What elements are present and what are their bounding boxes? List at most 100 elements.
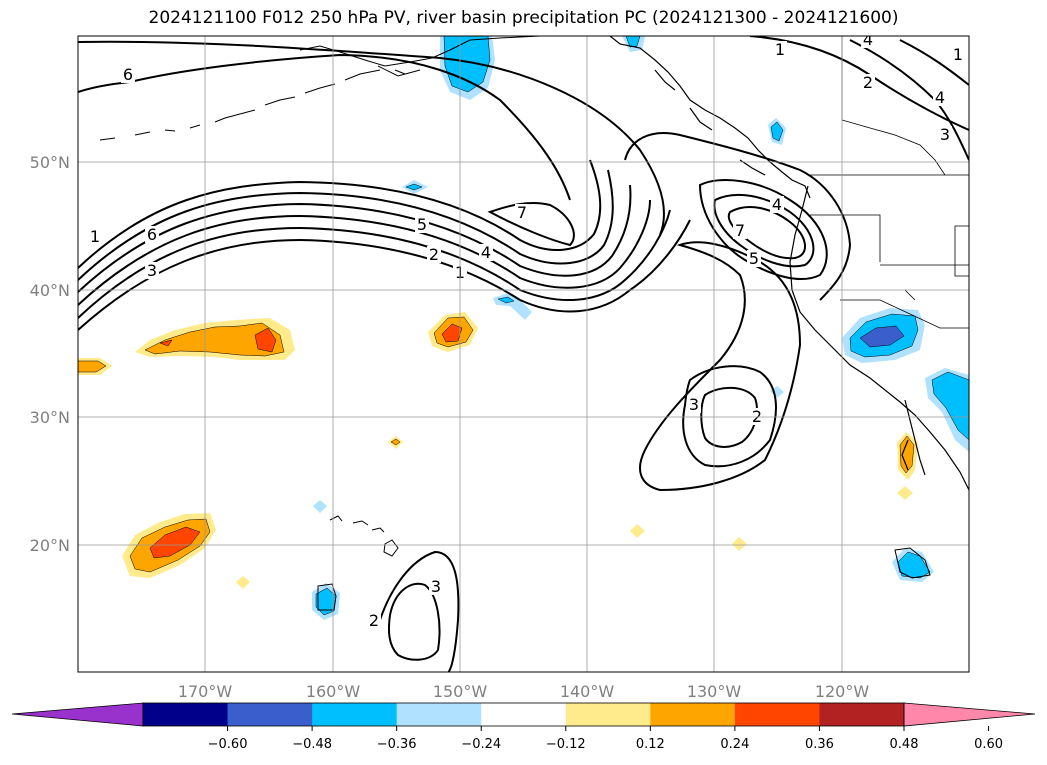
colorbar-tick-label: −0.48	[292, 737, 332, 752]
precip-negative-region	[931, 371, 969, 441]
colorbar-segment	[312, 703, 398, 726]
contour-label: 1	[953, 45, 963, 64]
pv-contour-line	[78, 159, 602, 269]
pv-contour-line	[639, 241, 802, 492]
lon-label: 160°W	[306, 682, 361, 701]
precip-positive-region	[630, 524, 645, 538]
contour-label-background	[121, 66, 135, 83]
coastline-west-coast	[789, 185, 969, 491]
precip-positive-region	[144, 322, 285, 357]
contour-label-background	[750, 408, 764, 425]
contour-label: 4	[935, 88, 945, 107]
contour-label-background	[415, 216, 429, 233]
precip-negative-region	[315, 587, 337, 616]
contour-label: 6	[147, 225, 157, 244]
lon-label: 120°W	[815, 682, 870, 701]
gridlines	[78, 36, 969, 672]
colorbar-tick-label: 0.60	[974, 737, 1003, 752]
precip-negative-region	[859, 325, 905, 348]
colorbar-tick-label: 0.36	[805, 737, 834, 752]
precip-negative-region	[897, 551, 931, 579]
precip-positive-region	[390, 438, 401, 446]
pv-contour-line	[682, 365, 777, 468]
contour-label-background	[733, 222, 747, 239]
colorbar-segment	[819, 703, 905, 726]
contour-label: 7	[517, 203, 527, 222]
contour-label-background	[145, 262, 159, 279]
precipitation-shading	[78, 36, 969, 620]
colorbar-tick-label: 0.48	[890, 737, 919, 752]
contour-label: 7	[735, 221, 745, 240]
country-borders	[808, 36, 969, 329]
contour-label-background	[145, 226, 159, 243]
contour-label: 1	[775, 40, 785, 59]
colorbar-tick-label: 0.12	[636, 737, 665, 752]
contour-label: 2	[369, 611, 379, 630]
pv-contour-line	[78, 209, 671, 319]
pv-contour-line	[78, 184, 632, 293]
precip-negative-region	[313, 500, 327, 513]
colorbar: −0.60 −0.48 −0.36 −0.24 −0.12 0.12 0.24 0.36 0.4…	[11, 702, 1036, 752]
contour-label-background	[367, 612, 381, 629]
precip-negative-region	[405, 183, 423, 191]
contour-label: 1	[90, 227, 100, 246]
contour-label: 4	[863, 30, 873, 49]
longitude-labels: 170°W 160°W 150°W 140°W 130°W 120°W	[178, 682, 870, 701]
contour-label-background	[773, 41, 787, 58]
pv-contour-line	[899, 39, 969, 86]
contour-label: 4	[772, 195, 782, 214]
pv-contour-line	[78, 199, 651, 306]
contour-label: 2	[429, 245, 439, 264]
contour-label: 4	[481, 243, 491, 262]
map-frame	[77, 35, 970, 673]
contour-label: 5	[749, 249, 759, 268]
lon-label: 130°W	[687, 682, 742, 701]
colorbar-tick-label: 0.24	[720, 737, 749, 752]
pv-contour-line	[700, 386, 758, 448]
map-title: 2024121100 F012 250 hPa PV, river basin …	[148, 8, 899, 28]
colorbar-frame	[142, 702, 905, 727]
colorbar-segment	[481, 703, 567, 726]
contour-label: 3	[940, 125, 950, 144]
pv-contour-line	[698, 179, 828, 281]
precip-negative-region	[497, 296, 515, 304]
colorbar-max-extension	[903, 702, 1036, 727]
contour-label-background	[515, 204, 529, 221]
precip-positive-region	[899, 435, 915, 474]
contour-label: 2	[863, 73, 873, 92]
precip-negative-region	[443, 36, 491, 93]
latitude-labels: 50°N 40°N 30°N 20°N	[30, 153, 70, 555]
contour-label: 3	[689, 395, 699, 414]
lat-label: 50°N	[30, 153, 70, 172]
precip-positive-region	[897, 486, 913, 500]
contour-label: 2	[752, 407, 762, 426]
lon-label: 140°W	[560, 682, 615, 701]
colorbar-min-extension	[11, 702, 144, 727]
precip-positive-region	[78, 360, 107, 373]
colorbar-segment	[143, 703, 229, 726]
colorbar-segment	[734, 703, 820, 726]
contour-label-background	[861, 36, 875, 48]
colorbar-tick-label: −0.60	[208, 737, 248, 752]
contour-label-background	[747, 250, 761, 267]
precip-positive-region	[254, 327, 277, 353]
contour-label: 3	[147, 261, 157, 280]
precip-positive-region	[159, 339, 173, 347]
colorbar-segment	[650, 703, 736, 726]
lat-label: 30°N	[30, 408, 70, 427]
colorbar-tick-label: −0.12	[546, 737, 586, 752]
precip-negative-region	[770, 121, 784, 142]
contour-label-background	[687, 396, 701, 413]
pv-contour-line	[624, 132, 852, 301]
colorbar-segment	[565, 703, 651, 726]
coastline-baja-california	[901, 399, 926, 476]
lon-label: 170°W	[178, 682, 233, 701]
pv-contour-line	[78, 40, 665, 236]
coastline-mexico-islands	[894, 547, 931, 579]
precip-positive-region	[236, 576, 250, 589]
lat-label: 40°N	[30, 281, 70, 300]
lat-label: 20°N	[30, 536, 70, 555]
colorbar-tick-label: −0.24	[461, 737, 501, 752]
contour-label-background	[861, 74, 875, 91]
